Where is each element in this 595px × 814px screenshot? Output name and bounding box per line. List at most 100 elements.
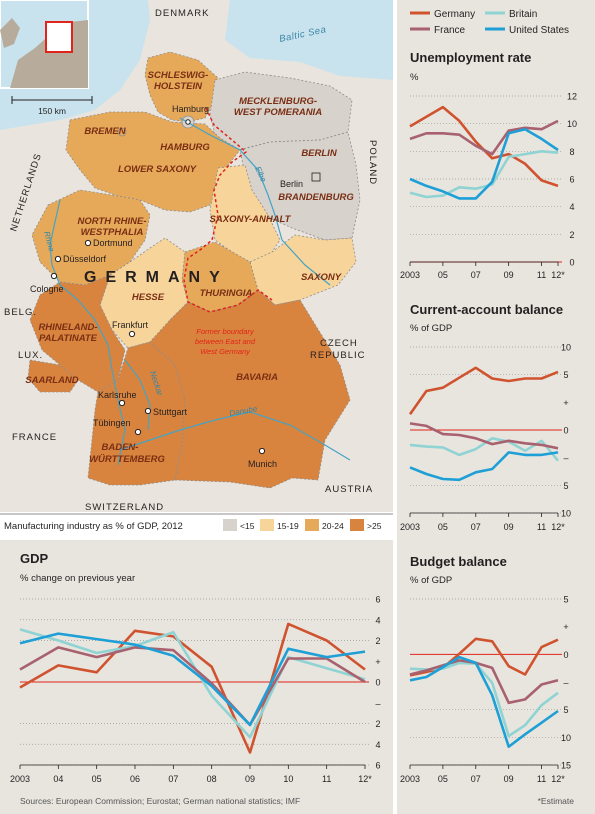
current-account-unit: % of GDP xyxy=(410,323,452,334)
current-account-line-france xyxy=(409,422,559,450)
state-area-thuringia xyxy=(181,241,259,313)
current-account-ytick-label: 0 xyxy=(563,426,568,436)
state-area-saxony xyxy=(249,234,357,306)
gdp-ytick-label: 0 xyxy=(375,678,380,688)
budget-balance-xtick-label: 07 xyxy=(471,774,481,784)
budget-balance-line-france xyxy=(409,659,559,705)
city-dot-frankfurt xyxy=(128,330,136,338)
budget-balance-ytick-label: 15 xyxy=(561,761,571,771)
river-danube-line xyxy=(119,411,351,461)
city-dot-dusseldorf xyxy=(54,255,62,263)
gdp-ytick-label: + xyxy=(375,657,380,667)
state-label-mecklenburg-1: MECKLENBURG- xyxy=(239,96,317,107)
state-label-mecklenburg-2: WEST POMERANIA xyxy=(234,107,322,118)
gdp-ytick-label: 4 xyxy=(375,615,380,625)
label-denmark: DENMARK xyxy=(155,8,210,19)
estimate-note: *Estimate xyxy=(538,796,575,806)
city-label-berlin: Berlin xyxy=(280,179,303,189)
unemployment-ytick-label: 12 xyxy=(567,92,577,102)
unemployment-ytick-label: 10 xyxy=(567,119,577,129)
gdp-ytick-label: 2 xyxy=(375,719,380,729)
current-account-xtick-label: 12* xyxy=(551,522,565,532)
map-legend-title: Manufacturing industry as % of GDP, 2012 xyxy=(4,521,183,532)
state-label-saxony-anhalt: SAXONY-ANHALT xyxy=(210,214,292,225)
state-area-mecklenburg xyxy=(209,71,353,151)
map-legend-label-1: <15 xyxy=(240,521,255,531)
europe-inset-map xyxy=(0,0,89,89)
city-label-cologne: Cologne xyxy=(30,284,64,294)
state-label-hesse: HESSE xyxy=(132,292,165,303)
gdp-xtick-label: 12* xyxy=(358,774,372,784)
current-account-ytick-label: + xyxy=(563,398,568,408)
state-label-saxony: SAXONY xyxy=(301,272,343,283)
budget-balance-ytick-label: + xyxy=(563,622,568,632)
gdp-ytick-label: 6 xyxy=(375,761,380,771)
unemployment-ytick-label: 4 xyxy=(569,202,574,212)
budget-balance-xtick-label: 09 xyxy=(504,774,514,784)
gdp-xtick-label: 06 xyxy=(130,774,140,784)
sources-note: Sources: European Commission; Eurostat; … xyxy=(20,796,300,806)
unemployment-xtick-label: 11 xyxy=(537,270,546,280)
gdp-ytick-label: – xyxy=(375,698,380,708)
gdp-xtick-label: 11 xyxy=(322,774,331,784)
boundary-note-2: between East and xyxy=(195,337,256,346)
state-label-hamburg: HAMBURG xyxy=(160,142,210,153)
gdp-xtick-label: 08 xyxy=(207,774,217,784)
gdp-xtick-label: 2003 xyxy=(10,774,30,784)
gdp-xtick-label: 07 xyxy=(168,774,178,784)
city-dot-munich xyxy=(258,447,266,455)
gdp-line-united-states xyxy=(19,632,366,727)
state-label-nrw-1: NORTH RHINE- xyxy=(78,216,147,227)
state-label-brandenburg: BRANDENBURG xyxy=(278,192,354,203)
current-account-xtick-label: 05 xyxy=(438,522,448,532)
city-label-frankfurt: Frankfurt xyxy=(112,320,149,330)
label-poland: POLAND xyxy=(367,140,378,185)
state-label-rhineland-2: PALATINATE xyxy=(39,333,98,344)
state-area-nrw xyxy=(31,189,151,286)
state-area-bavaria xyxy=(149,289,351,489)
unemployment-ytick-label: 8 xyxy=(569,147,574,157)
state-label-nrw-2: WESTPHALIA xyxy=(81,227,144,238)
gdp-ytick-label: 2 xyxy=(375,636,380,646)
baltic-sea xyxy=(225,0,393,80)
gdp-xtick-label: 05 xyxy=(92,774,102,784)
state-label-lower-saxony: LOWER SAXONY xyxy=(118,164,198,175)
budget-balance-xtick-label: 12* xyxy=(551,774,565,784)
city-label-karlsruhe: Karlsruhe xyxy=(98,390,137,400)
current-account-ytick-label: 5 xyxy=(563,481,568,491)
map-legend-label-3: 20-24 xyxy=(322,521,344,531)
city-dot-dortmund xyxy=(84,239,92,247)
state-area-lower-saxony xyxy=(65,111,241,213)
unemployment-unit: % xyxy=(410,72,419,83)
state-label-schleswig-holstein-2: HOLSTEIN xyxy=(154,81,203,92)
legend-label-britain: Britain xyxy=(509,9,537,20)
state-label-bavaria: BAVARIA xyxy=(236,372,278,383)
current-account-xtick-label: 2003 xyxy=(400,522,420,532)
budget-balance-xtick-label: 11 xyxy=(537,774,546,784)
city-dot-stuttgart xyxy=(144,407,152,415)
unemployment-xtick-label: 12* xyxy=(551,270,565,280)
unemployment-title: Unemployment rate xyxy=(410,50,531,65)
gdp-title: GDP xyxy=(20,551,49,566)
current-account-line-britain xyxy=(409,437,560,462)
current-account-ytick-label: – xyxy=(563,453,568,463)
budget-balance-ytick-label: 10 xyxy=(561,733,571,743)
label-switzerland: SWITZERLAND xyxy=(85,502,164,513)
current-account-line-united-states xyxy=(409,451,559,482)
gdp-ytick-label: 6 xyxy=(375,595,380,605)
unemployment-xtick-label: 2003 xyxy=(400,270,420,280)
unemployment-line-united-states xyxy=(409,127,559,200)
gdp-chart: GDP % change on previous year 6 4 2 +0 – 2 4 6 200… xyxy=(10,551,381,784)
label-republic: REPUBLIC xyxy=(310,350,366,361)
unemployment-ytick-label: 6 xyxy=(569,175,574,185)
river-neckar-line xyxy=(124,359,151,431)
current-account-xtick-label: 11 xyxy=(537,522,546,532)
map-legend-label-4: >25 xyxy=(367,521,382,531)
boundary-note-1: Former boundary xyxy=(196,327,255,336)
current-account-title: Current-account balance xyxy=(410,302,563,317)
series-legend: Germany Britain France United States xyxy=(410,9,569,36)
legend-label-germany: Germany xyxy=(434,9,475,20)
map-legend-bar xyxy=(0,514,393,536)
